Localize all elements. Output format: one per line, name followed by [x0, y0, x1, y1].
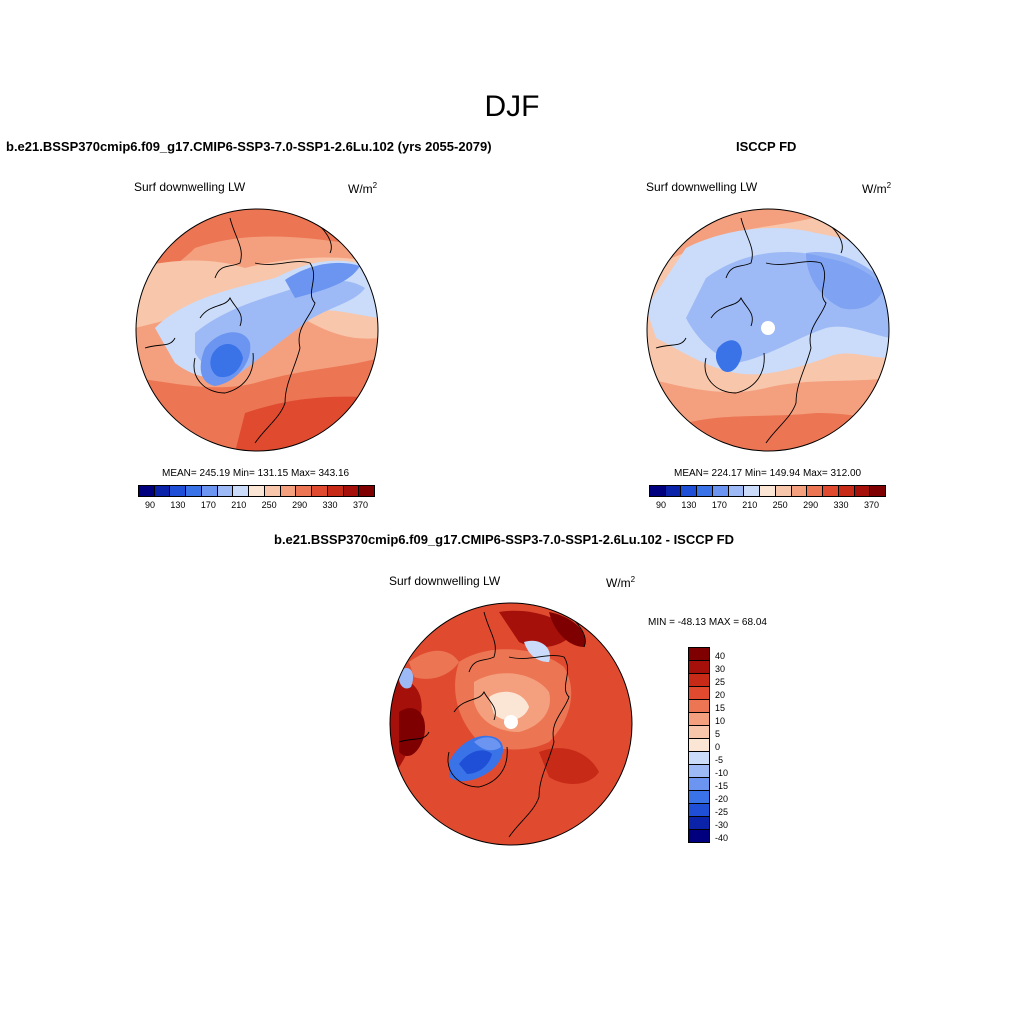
colorbar-swatch	[689, 778, 709, 791]
colorbar-swatch	[697, 486, 713, 496]
model-panel-title: b.e21.BSSP370cmip6.f09_g17.CMIP6-SSP3-7.…	[6, 139, 492, 154]
colorbar-tick-label: -20	[715, 794, 729, 805]
colorbar-tick-label: 210	[742, 500, 758, 510]
colorbar-swatch	[823, 486, 839, 496]
colorbar-swatch	[838, 486, 855, 496]
colorbar-swatch	[689, 674, 709, 687]
colorbar-tick-label: 20	[715, 689, 726, 700]
colorbar-tick-label: 130	[681, 500, 697, 510]
colorbar-swatch	[807, 486, 824, 496]
colorbar-swatch	[296, 486, 313, 496]
colorbar-swatch	[154, 486, 171, 496]
colorbar-tick-label: 370	[352, 500, 368, 510]
diff-panel-title: b.e21.BSSP370cmip6.f09_g17.CMIP6-SSP3-7.…	[274, 532, 735, 547]
colorbar-swatch	[689, 830, 709, 842]
colorbar-tick-label: 30	[715, 663, 726, 674]
colorbar-swatch	[744, 486, 761, 496]
colorbar-swatch	[217, 486, 234, 496]
colorbar-tick-label: 130	[170, 500, 186, 510]
colorbar-tick-label: 290	[803, 500, 819, 510]
colorbar-tick-label: 250	[261, 500, 277, 510]
colorbar-tick-label: -10	[715, 768, 729, 779]
colorbar-swatch	[689, 791, 709, 804]
colorbar-swatch	[650, 486, 666, 496]
diff-units-label: W/m2	[606, 575, 636, 590]
colorbar-tick-label: 15	[715, 702, 726, 713]
model-units-label: W/m2	[348, 181, 378, 196]
colorbar-tick-label: 90	[145, 500, 156, 510]
colorbar-swatch	[681, 486, 698, 496]
colorbar-swatch	[280, 486, 297, 496]
colorbar-swatch	[689, 661, 709, 674]
colorbar-swatch	[689, 713, 709, 726]
colorbar-tick-label: 170	[200, 500, 216, 510]
colorbar-tick-label: -5	[715, 755, 724, 766]
model-stats: MEAN= 245.19 Min= 131.15 Max= 343.16	[162, 468, 350, 479]
colorbar-swatch	[359, 486, 375, 496]
colorbar-tick-label: 170	[711, 500, 727, 510]
obs-variable-label: Surf downwelling LW	[646, 180, 758, 194]
colorbar-tick-label: -15	[715, 781, 729, 792]
colorbar-swatch	[775, 486, 792, 496]
colorbar-swatch	[870, 486, 886, 496]
colorbar-tick-label: 25	[715, 676, 726, 687]
colorbar-tick-label: 10	[715, 715, 726, 726]
colorbar-swatch	[343, 486, 360, 496]
colorbar-swatch	[233, 486, 250, 496]
colorbar-tick-label: 0	[715, 741, 721, 752]
colorbar-tick-label: 330	[833, 500, 849, 510]
colorbar-swatch	[665, 486, 682, 496]
colorbar-swatch	[170, 486, 187, 496]
model-colorbar: 90 130 170 210 250 290 330 370	[138, 485, 375, 510]
obs-units-label: W/m2	[862, 181, 892, 196]
figure-title: DJF	[484, 90, 540, 123]
diff-colorbar: 40 30 25 20 15 10 5 0 -5 -10 -15 -20 -25 -30 -40	[688, 647, 728, 845]
colorbar-tick-label: 290	[292, 500, 308, 510]
colorbar-swatch	[689, 739, 709, 752]
colorbar-swatch	[264, 486, 281, 496]
colorbar-swatch	[791, 486, 808, 496]
colorbar-swatch	[249, 486, 265, 496]
colorbar-tick-label: 40	[715, 650, 726, 661]
colorbar-swatch	[760, 486, 776, 496]
colorbar-tick-label: 5	[715, 728, 721, 739]
obs-panel-title: ISCCP FD	[736, 139, 797, 154]
diff-variable-label: Surf downwelling LW	[389, 574, 501, 588]
colorbar-swatch	[327, 486, 344, 496]
colorbar-swatch	[689, 648, 709, 661]
colorbar-tick-label: -30	[715, 820, 729, 831]
colorbar-tick-label: -40	[715, 833, 729, 844]
colorbar-tick-label: -25	[715, 807, 729, 818]
obs-stats: MEAN= 224.17 Min= 149.94 Max= 312.00	[674, 468, 862, 479]
obs-colorbar: 90 130 170 210 250 290 330 370	[649, 485, 886, 510]
colorbar-swatch	[689, 687, 709, 700]
colorbar-swatch	[689, 726, 709, 739]
colorbar-tick-label: 90	[656, 500, 667, 510]
diff-minmax: MIN = -48.13 MAX = 68.04	[648, 617, 767, 628]
colorbar-swatch	[728, 486, 745, 496]
diff-polar-map	[389, 602, 633, 846]
colorbar-swatch	[689, 700, 709, 713]
colorbar-tick-label: 330	[322, 500, 338, 510]
colorbar-swatch	[689, 804, 709, 817]
colorbar-swatch	[312, 486, 328, 496]
model-polar-map	[135, 208, 379, 452]
obs-polar-map	[646, 208, 890, 452]
colorbar-swatch	[689, 752, 709, 765]
colorbar-swatch	[854, 486, 871, 496]
colorbar-tick-label: 370	[863, 500, 879, 510]
colorbar-swatch	[689, 817, 709, 830]
colorbar-tick-label: 210	[231, 500, 247, 510]
colorbar-tick-label: 250	[772, 500, 788, 510]
colorbar-swatch	[201, 486, 218, 496]
colorbar-swatch	[689, 765, 709, 778]
colorbar-swatch	[186, 486, 202, 496]
model-variable-label: Surf downwelling LW	[134, 180, 246, 194]
colorbar-swatch	[139, 486, 155, 496]
colorbar-swatch	[712, 486, 729, 496]
